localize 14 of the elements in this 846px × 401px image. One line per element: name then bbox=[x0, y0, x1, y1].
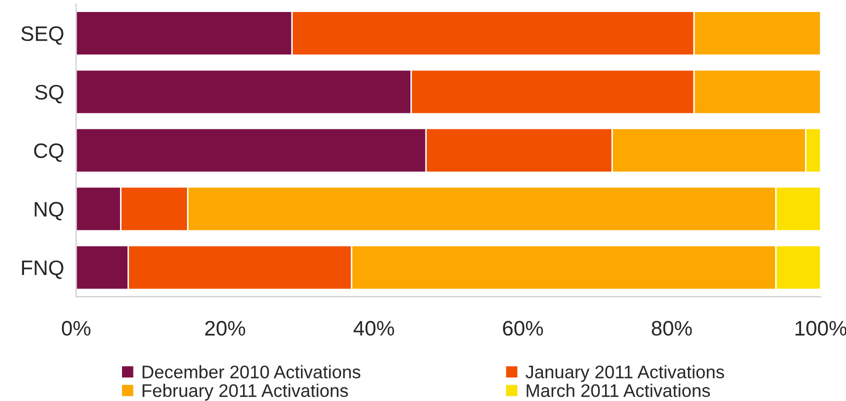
legend-label: March 2011 Activations bbox=[526, 384, 710, 398]
x-tick-label: 20% bbox=[205, 320, 246, 336]
legend-label: January 2011 Activations bbox=[526, 365, 724, 382]
x-tick-label: 80% bbox=[652, 320, 692, 336]
y-tick-label: NQ bbox=[34, 202, 64, 220]
y-tick-label: SQ bbox=[35, 84, 64, 104]
legend-label: December 2010 Activations bbox=[142, 365, 360, 378]
x-tick-label: 0% bbox=[62, 320, 90, 336]
legend-label: February 2011 Activations bbox=[142, 384, 348, 401]
y-tick-label: SEQ bbox=[21, 26, 64, 45]
y-tick-label: CQ bbox=[34, 143, 64, 162]
x-tick-label: 60% bbox=[503, 320, 543, 336]
x-tick-label: 40% bbox=[354, 320, 394, 336]
y-tick-label: FNQ bbox=[22, 260, 64, 279]
